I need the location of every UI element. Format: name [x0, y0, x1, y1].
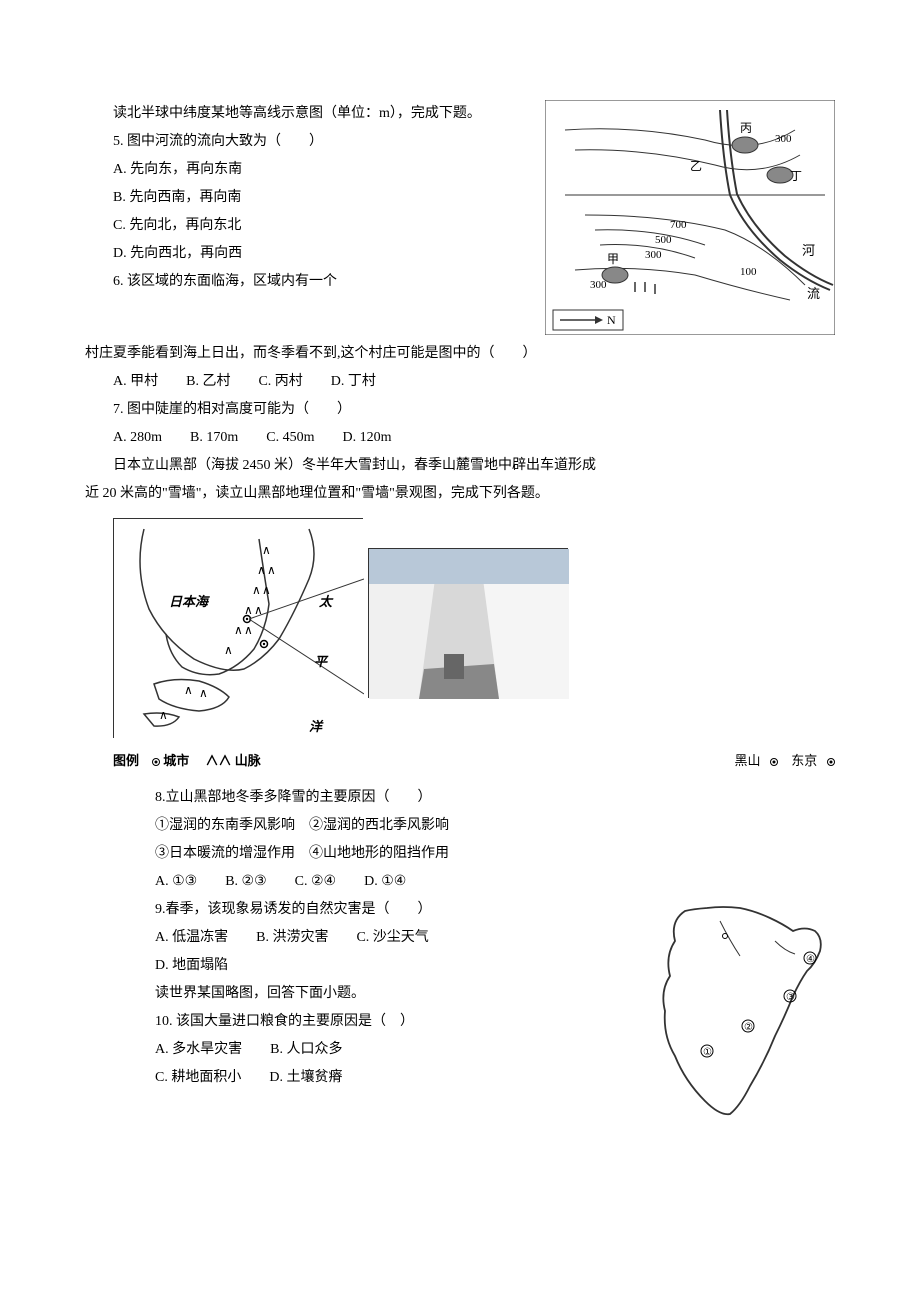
svg-text:∧: ∧ — [244, 603, 253, 617]
svg-text:乙: 乙 — [690, 159, 702, 173]
sea-of-japan-label: 日本海 — [169, 589, 208, 615]
svg-text:300: 300 — [775, 133, 792, 145]
city-marker-icon — [152, 758, 160, 766]
japan-figure-row: ∧ ∧ ∧ ∧ ∧ ∧ ∧ ∧ ∧ ∧ ∧ ∧ ∧ — [85, 518, 835, 738]
svg-text:∧: ∧ — [159, 708, 168, 722]
svg-text:∧: ∧ — [244, 623, 253, 637]
svg-text:∧: ∧ — [199, 686, 208, 700]
q6-options: A. 甲村 B. 乙村 C. 丙村 D. 丁村 — [85, 368, 835, 396]
pacific-label-2: 平 — [314, 649, 327, 675]
japan-map-figure: ∧ ∧ ∧ ∧ ∧ ∧ ∧ ∧ ∧ ∧ ∧ ∧ ∧ — [113, 518, 363, 738]
svg-text:丁: 丁 — [790, 169, 802, 183]
svg-text:700: 700 — [670, 219, 687, 231]
legend-right: 黑山 东京 — [734, 748, 835, 774]
svg-text:100: 100 — [740, 266, 757, 278]
tokyo-marker-icon — [827, 758, 835, 766]
q8-options: A. ①③ B. ②③ C. ②④ D. ①④ — [155, 868, 835, 896]
pacific-label-1: 太 — [319, 589, 332, 615]
tokyo-label: 东京 — [791, 753, 817, 768]
svg-text:∧: ∧ — [234, 623, 243, 637]
heishan-label: 黑山 — [734, 753, 760, 768]
svg-text:N: N — [607, 313, 616, 327]
svg-text:∧: ∧ — [252, 583, 261, 597]
svg-text:∧: ∧ — [257, 563, 266, 577]
india-map-figure: ① ② ③ ④ — [635, 896, 835, 1131]
svg-text:300: 300 — [645, 249, 662, 261]
q8-cond1: ①湿润的东南季风影响 ②湿润的西北季风影响 — [155, 812, 835, 840]
heishan-marker-icon — [770, 758, 778, 766]
svg-text:300: 300 — [590, 279, 607, 291]
svg-text:∧: ∧ — [224, 643, 233, 657]
svg-text:①: ① — [703, 1047, 712, 1058]
q7-stem: 7. 图中陡崖的相对高度可能为（ ） — [85, 396, 835, 424]
pacific-label-3: 洋 — [309, 714, 322, 740]
svg-text:②: ② — [744, 1022, 753, 1033]
svg-text:河: 河 — [802, 243, 815, 258]
mountain-label: 山脉 — [235, 753, 261, 768]
svg-text:∧: ∧ — [262, 543, 271, 557]
svg-text:∧: ∧ — [267, 563, 276, 577]
q8-stem: 8.立山黑部地冬季多降雪的主要原因（ ） — [155, 784, 835, 812]
contour-map-figure: 丙 300 丁 700 500 300 甲 300 100 河 流 乙 N — [545, 100, 835, 335]
svg-text:∧: ∧ — [262, 583, 271, 597]
svg-text:③: ③ — [786, 992, 795, 1003]
legend-label: 图例 — [113, 753, 139, 768]
q8-cond2: ③日本暖流的增湿作用 ④山地地形的阻挡作用 — [155, 840, 835, 868]
city-label: 城市 — [163, 753, 189, 768]
svg-text:流: 流 — [807, 286, 820, 301]
legend-left: 图例 城市 ∧∧ 山脉 — [113, 748, 261, 774]
svg-text:④: ④ — [806, 954, 815, 965]
snow-wall-photo — [368, 548, 568, 698]
svg-text:∧: ∧ — [184, 683, 193, 697]
svg-text:500: 500 — [655, 234, 672, 246]
mountain-symbol: ∧∧ — [206, 753, 232, 768]
intro-2-line1: 日本立山黑部（海拔 2450 米）冬半年大雪封山，春季山麓雪地中辟出车道形成 — [85, 452, 835, 480]
legend-row: 图例 城市 ∧∧ 山脉 黑山 东京 — [85, 748, 835, 774]
q7-options: A. 280m B. 170m C. 450m D. 120m — [85, 424, 835, 452]
svg-text:丙: 丙 — [740, 121, 752, 135]
intro-2-line2: 近 20 米高的"雪墙"，读立山黑部地理位置和"雪墙"景观图，完成下列各题。 — [85, 480, 835, 508]
svg-text:甲: 甲 — [607, 252, 619, 266]
